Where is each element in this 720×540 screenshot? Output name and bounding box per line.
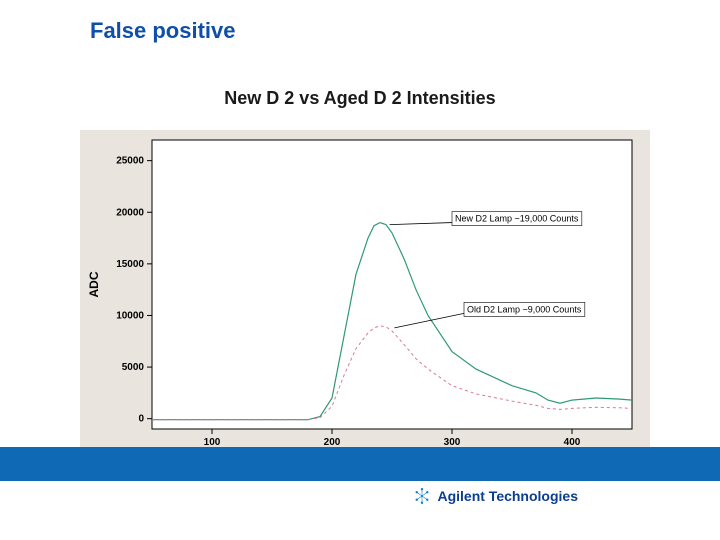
chart-svg: 0500010000150002000025000100200300400Wav… <box>80 130 650 475</box>
svg-text:ADC: ADC <box>87 271 101 297</box>
footer: Agilent Technologies <box>0 480 720 540</box>
svg-text:New D2 Lamp ~19,000 Counts: New D2 Lamp ~19,000 Counts <box>455 214 579 224</box>
brand-name: Agilent Technologies <box>437 488 578 504</box>
svg-text:20000: 20000 <box>116 207 144 218</box>
svg-text:Old D2 Lamp ~9,000 Counts: Old D2 Lamp ~9,000 Counts <box>467 304 582 314</box>
brand-spark-icon <box>413 487 431 505</box>
brand: Agilent Technologies <box>413 487 578 505</box>
brand-band <box>0 447 720 481</box>
slide: False positive New D 2 vs Aged D 2 Inten… <box>0 0 720 540</box>
svg-text:15000: 15000 <box>116 259 144 270</box>
chart-container: 0500010000150002000025000100200300400Wav… <box>80 130 650 475</box>
chart-title: New D 2 vs Aged D 2 Intensities <box>0 88 720 109</box>
svg-text:25000: 25000 <box>116 156 144 167</box>
svg-text:5000: 5000 <box>122 362 145 373</box>
svg-text:0: 0 <box>138 414 144 425</box>
slide-title: False positive <box>90 18 236 44</box>
svg-text:10000: 10000 <box>116 310 144 321</box>
